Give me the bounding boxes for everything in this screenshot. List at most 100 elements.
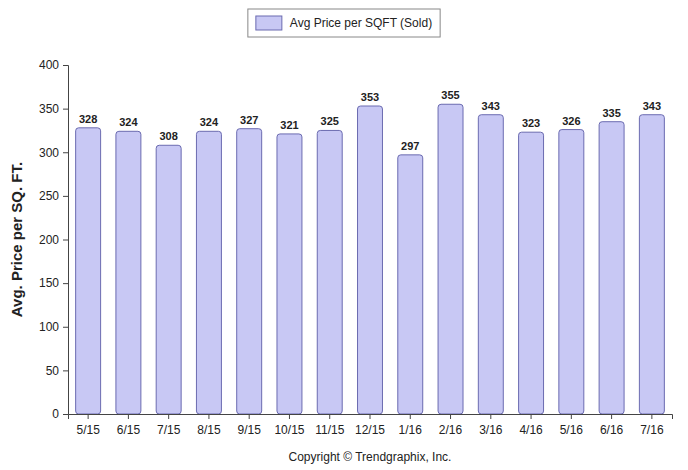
x-tick-mark bbox=[329, 414, 330, 419]
x-axis-line bbox=[69, 415, 673, 420]
x-tick: 6/15 bbox=[117, 414, 141, 437]
legend-label: Avg Price per SQFT (Sold) bbox=[290, 16, 432, 30]
x-tick: 10/15 bbox=[274, 414, 304, 437]
x-tick-label: 9/15 bbox=[238, 423, 262, 437]
y-tick-label: 50 bbox=[46, 364, 60, 378]
data-label: 326 bbox=[562, 115, 580, 127]
legend: Avg Price per SQFT (Sold) bbox=[248, 9, 440, 37]
x-tick-mark bbox=[531, 414, 532, 419]
bar bbox=[237, 129, 262, 414]
data-label: 343 bbox=[643, 100, 661, 112]
y-tick-mark bbox=[63, 414, 68, 415]
x-tick-mark bbox=[88, 414, 89, 419]
y-tick-mark bbox=[63, 240, 68, 241]
x-tick: 9/15 bbox=[238, 414, 262, 437]
x-tick: 11/15 bbox=[315, 414, 344, 437]
y-tick: 100 bbox=[39, 320, 68, 334]
y-tick-label: 100 bbox=[39, 320, 59, 334]
y-tick-label: 350 bbox=[39, 102, 59, 116]
x-tick-mark bbox=[410, 414, 411, 419]
bar bbox=[519, 132, 544, 414]
x-tick: 3/16 bbox=[479, 414, 503, 437]
data-label: 327 bbox=[240, 114, 258, 126]
y-tick-mark bbox=[63, 109, 68, 110]
y-tick-label: 250 bbox=[39, 189, 59, 203]
y-axis: 0 50 100 150 200 250 300 350 400 bbox=[39, 58, 69, 421]
data-label: 328 bbox=[79, 113, 97, 125]
y-tick-mark bbox=[63, 370, 68, 371]
x-tick: 1/16 bbox=[399, 414, 423, 437]
y-axis-line bbox=[63, 66, 69, 415]
x-tick: 7/15 bbox=[157, 414, 181, 437]
x-tick-label: 1/16 bbox=[399, 423, 423, 437]
bar bbox=[317, 130, 342, 414]
data-label: 324 bbox=[119, 116, 138, 128]
annotation: Copyright © Trendgraphix, Inc. bbox=[289, 450, 452, 464]
bars bbox=[76, 104, 665, 414]
x-tick: 8/15 bbox=[197, 414, 221, 437]
x-tick-label: 6/15 bbox=[117, 423, 141, 437]
x-tick-label: 8/15 bbox=[197, 423, 221, 437]
x-tick-label: 7/16 bbox=[640, 423, 664, 437]
legend-box bbox=[248, 9, 440, 37]
x-tick-label: 5/15 bbox=[76, 423, 100, 437]
data-label: 343 bbox=[482, 100, 500, 112]
x-tick: 2/16 bbox=[439, 414, 463, 437]
bar bbox=[398, 155, 423, 414]
x-tick-mark bbox=[249, 414, 250, 419]
y-tick: 150 bbox=[39, 276, 68, 290]
x-tick: 5/15 bbox=[76, 414, 100, 437]
bar bbox=[478, 115, 503, 414]
x-tick-label: 7/15 bbox=[157, 423, 181, 437]
x-tick-label: 4/16 bbox=[519, 423, 543, 437]
x-tick-mark bbox=[168, 414, 169, 419]
x-tick-mark bbox=[490, 414, 491, 419]
bar bbox=[358, 106, 383, 414]
x-tick: 7/16 bbox=[640, 414, 664, 437]
x-tick-mark bbox=[571, 414, 572, 419]
y-tick: 250 bbox=[39, 189, 68, 203]
y-tick: 400 bbox=[39, 58, 68, 72]
bar bbox=[438, 104, 463, 414]
x-tick-label: 6/16 bbox=[600, 423, 624, 437]
data-labels: 3283243083243273213253532973553433233263… bbox=[79, 89, 661, 152]
bar bbox=[116, 131, 141, 414]
data-label: 355 bbox=[441, 89, 459, 101]
bar bbox=[156, 145, 181, 414]
x-tick-mark bbox=[611, 414, 612, 419]
y-tick-mark bbox=[63, 65, 68, 66]
bar bbox=[559, 130, 584, 414]
data-label: 324 bbox=[200, 116, 219, 128]
y-tick-label: 150 bbox=[39, 276, 59, 290]
y-tick-mark bbox=[63, 283, 68, 284]
data-label: 353 bbox=[361, 91, 379, 103]
x-tick-mark bbox=[651, 414, 652, 419]
y-tick: 0 bbox=[52, 407, 68, 421]
y-tick-mark bbox=[63, 152, 68, 153]
data-label: 323 bbox=[522, 117, 540, 129]
y-tick-mark bbox=[63, 196, 68, 197]
data-label: 335 bbox=[602, 107, 620, 119]
y-tick: 200 bbox=[39, 233, 68, 247]
bar bbox=[196, 131, 221, 414]
x-tick-mark bbox=[370, 414, 371, 419]
x-tick-label: 10/15 bbox=[274, 423, 304, 437]
y-tick-label: 0 bbox=[52, 407, 59, 421]
y-axis-title: Avg. Price per SQ. FT. bbox=[8, 162, 25, 317]
bar bbox=[277, 134, 302, 414]
x-tick: 12/15 bbox=[355, 414, 385, 437]
bar bbox=[599, 122, 624, 414]
bar bbox=[76, 128, 101, 414]
data-label: 325 bbox=[321, 115, 339, 127]
y-tick-label: 400 bbox=[39, 58, 59, 72]
y-tick-label: 300 bbox=[39, 146, 59, 160]
x-tick-mark bbox=[289, 414, 290, 419]
x-tick-label: 2/16 bbox=[439, 423, 463, 437]
plot: 3283243083243273213253532973553433233263… bbox=[39, 58, 673, 436]
y-tick-label: 200 bbox=[39, 233, 59, 247]
y-tick-mark bbox=[63, 327, 68, 328]
data-label: 321 bbox=[280, 119, 298, 131]
data-label: 308 bbox=[159, 130, 177, 142]
x-tick-mark bbox=[128, 414, 129, 419]
y-tick: 50 bbox=[46, 364, 68, 378]
